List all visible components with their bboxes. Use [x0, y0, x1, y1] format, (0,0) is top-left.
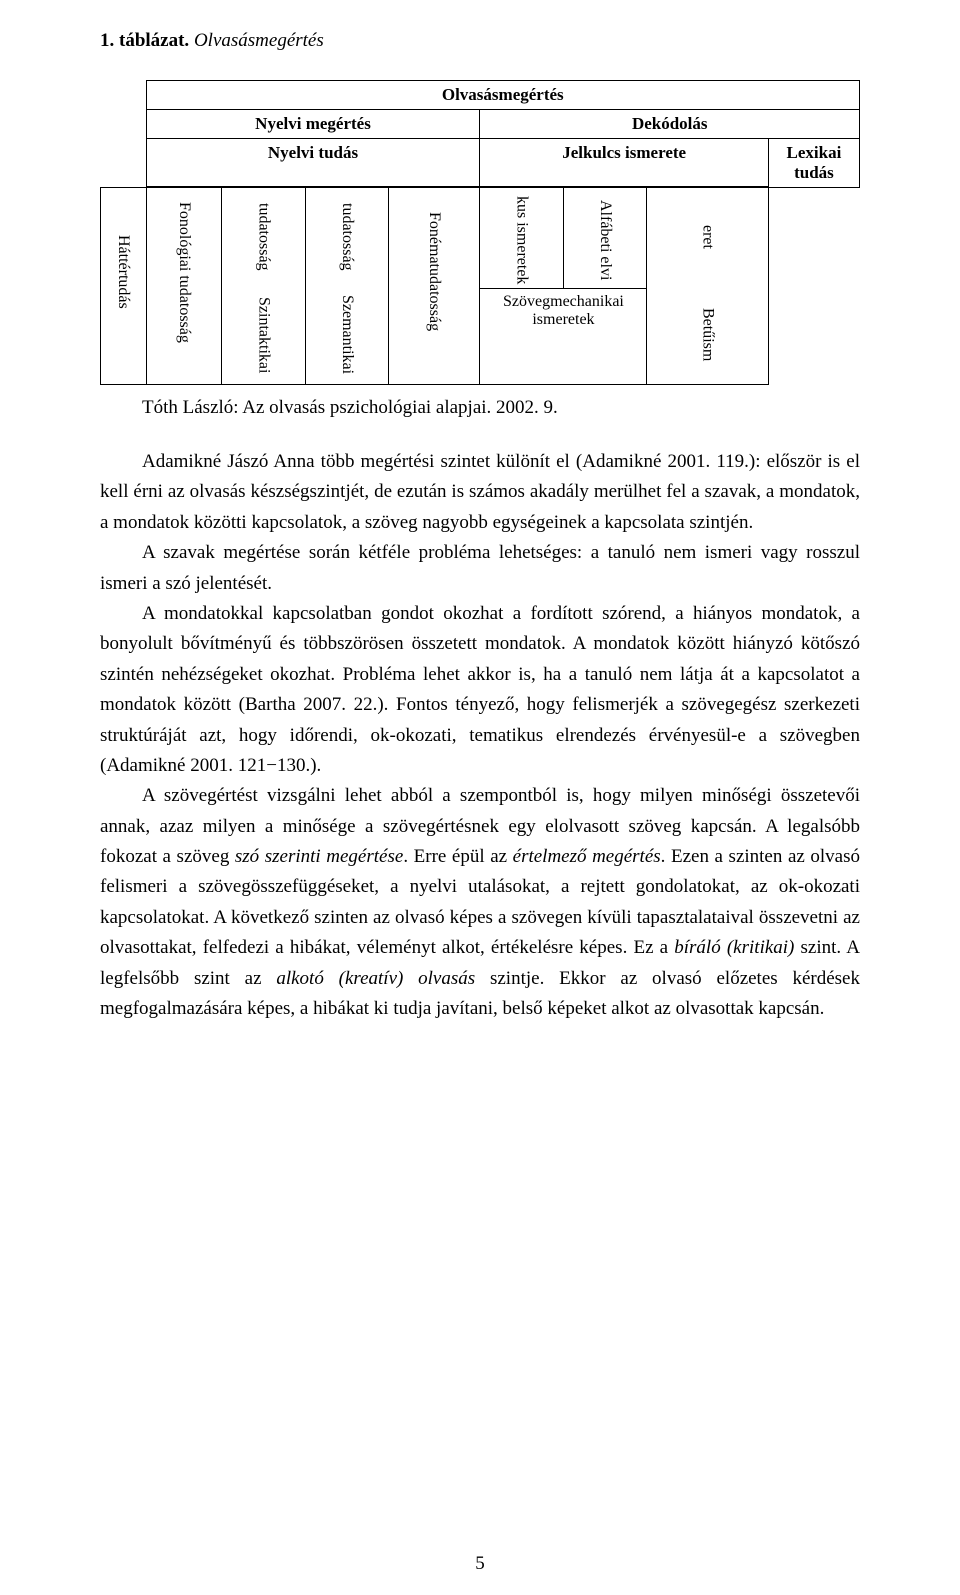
page-number: 5	[0, 1553, 960, 1575]
table-header-lexikai: Lexikai tudás	[768, 139, 859, 188]
table-header-nyelvi-tudas: Nyelvi tudás	[146, 139, 480, 187]
p4-span-b: . Erre épül az	[403, 846, 512, 867]
col-alfabeti: kus ismeretek Alfábeti elvi Szövegmechan…	[480, 188, 647, 385]
table-number: 1. táblázat.	[100, 30, 189, 51]
table-header-lexikai-bot: tudás	[771, 163, 857, 183]
col-alfabeti-elvi: Alfábeti elvi	[594, 188, 616, 292]
col-szintaktikai-bot: Szintaktikai	[253, 286, 275, 384]
paragraph-3: A mondatokkal kapcsolatban gondot okozha…	[100, 599, 860, 781]
col-szintaktikai: tudatosság Szintaktikai	[222, 188, 305, 385]
page: 1. táblázat. Olvasásmegértés Olvasásmegé…	[0, 0, 960, 1595]
col-szintaktikai-top: tudatosság	[253, 188, 275, 286]
p4-em-3: bíráló (kritikai)	[674, 937, 794, 958]
col-fonologiai: Fonológiai tudatosság	[146, 188, 222, 385]
table-header-top: Olvasásmegértés	[146, 81, 859, 110]
col-betuism-bot: Betűism	[697, 286, 719, 384]
table-source-citation: Tóth László: Az olvasás pszichológiai al…	[142, 397, 860, 419]
table-caption: 1. táblázat. Olvasásmegértés	[100, 30, 860, 52]
col-kus-ismeretek: kus ismeretek	[511, 188, 533, 292]
col-szemantikai: tudatosság Szemantikai	[305, 188, 388, 385]
table-title: Olvasásmegértés	[194, 30, 324, 51]
col-betuism-top: eret	[697, 188, 719, 286]
paragraph-2: A szavak megértése során kétféle problém…	[100, 538, 860, 599]
p4-em-1: szó szerinti megértése	[235, 846, 403, 867]
table-header-nyelvi-megertes: Nyelvi megértés	[146, 110, 480, 139]
col-szovegmechanikai: Szövegmechanikai ismeretek	[480, 289, 646, 333]
col-betuism: eret Betűism	[647, 188, 768, 385]
table-header-dekodolas: Dekódolás	[480, 110, 860, 139]
col-fonematudatossag: Fonématudatosság	[389, 188, 480, 385]
table-header-lexikai-top: Lexikai	[771, 143, 857, 163]
table-header-jelkulcs: Jelkulcs ismerete	[480, 139, 768, 187]
col-szemantikai-top: tudatosság	[336, 188, 358, 286]
p4-em-4: alkotó (kreatív) olvasás	[276, 968, 475, 989]
col-hattertudas: Háttértudás	[101, 188, 147, 385]
paragraph-4: A szövegértést vizsgálni lehet abból a s…	[100, 781, 860, 1024]
paragraph-1: Adamikné Jászó Anna több megértési szint…	[100, 447, 860, 538]
col-hattertudas-label: Háttértudás	[112, 188, 134, 356]
model-table: Olvasásmegértés Nyelvi megértés Dekódolá…	[100, 80, 860, 385]
col-fonologiai-label: Fonológiai tudatosság	[173, 188, 195, 356]
p4-em-2: értelmező megértés	[513, 846, 661, 867]
col-fonematudatossag-label: Fonématudatosság	[424, 188, 446, 356]
body-text: Adamikné Jászó Anna több megértési szint…	[100, 447, 860, 1024]
col-szemantikai-bot: Szemantikai	[336, 286, 358, 384]
